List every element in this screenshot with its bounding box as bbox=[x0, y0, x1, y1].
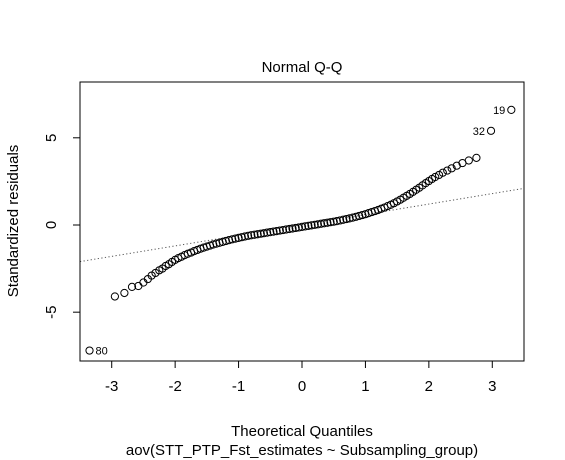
data-point bbox=[231, 234, 240, 243]
data-point bbox=[272, 226, 281, 236]
data-point bbox=[329, 217, 338, 226]
data-point bbox=[342, 214, 351, 224]
data-point bbox=[240, 232, 250, 241]
data-point bbox=[253, 230, 262, 239]
data-point bbox=[486, 126, 496, 135]
data-point bbox=[443, 166, 452, 175]
data-point bbox=[464, 156, 473, 165]
data-point bbox=[110, 292, 119, 301]
x-tick-label: 1 bbox=[361, 378, 369, 395]
data-point bbox=[438, 168, 447, 177]
data-point bbox=[282, 225, 291, 234]
y-axis: -5 0 5 bbox=[43, 134, 81, 319]
data-point bbox=[85, 346, 94, 355]
data-point bbox=[256, 229, 265, 238]
data-point bbox=[228, 235, 237, 244]
model-subtitle: aov(STT_PTP_Fst_estimates ~ Subsampling_… bbox=[126, 442, 478, 459]
data-point bbox=[269, 227, 278, 236]
x-tick-label: 0 bbox=[298, 378, 306, 395]
data-point bbox=[332, 217, 341, 226]
data-point bbox=[285, 224, 294, 234]
point-label: 32 bbox=[473, 126, 485, 138]
data-point bbox=[294, 223, 303, 232]
data-point bbox=[307, 221, 316, 230]
data-point bbox=[472, 153, 481, 162]
point-labels-group: 80 32 19 bbox=[96, 105, 506, 358]
x-axis-title: Theoretical Quantiles bbox=[231, 423, 373, 440]
data-point bbox=[326, 218, 335, 227]
data-point bbox=[339, 215, 348, 224]
data-point bbox=[297, 222, 307, 232]
data-point bbox=[221, 236, 230, 246]
data-point bbox=[266, 228, 275, 237]
data-point bbox=[288, 224, 297, 233]
data-point bbox=[234, 233, 243, 242]
data-point bbox=[507, 105, 516, 115]
data-point bbox=[310, 220, 319, 229]
data-point bbox=[345, 214, 354, 223]
data-point bbox=[237, 233, 246, 242]
reference-line-group bbox=[79, 187, 525, 263]
data-point bbox=[250, 230, 259, 239]
data-point bbox=[212, 239, 221, 248]
data-point bbox=[301, 222, 310, 231]
data-point bbox=[316, 219, 326, 228]
y-tick-label: -5 bbox=[43, 306, 60, 319]
data-point bbox=[247, 231, 256, 240]
x-tick-label: -3 bbox=[105, 378, 118, 395]
data-point bbox=[243, 231, 253, 240]
data-point bbox=[447, 164, 456, 173]
data-point bbox=[304, 221, 313, 230]
data-point bbox=[224, 236, 234, 245]
data-point bbox=[209, 240, 218, 249]
points-group bbox=[85, 105, 516, 355]
point-label: 19 bbox=[493, 105, 505, 117]
data-point bbox=[354, 211, 364, 221]
y-axis-title: Standardized residuals bbox=[5, 145, 22, 298]
data-point bbox=[120, 288, 129, 298]
plot-frame bbox=[79, 81, 525, 362]
x-axis: -3 -2 -1 0 1 2 3 bbox=[105, 360, 496, 395]
x-tick-label: -2 bbox=[168, 378, 181, 395]
data-point bbox=[313, 220, 322, 229]
data-point bbox=[278, 225, 288, 235]
y-tick-label: 5 bbox=[43, 134, 60, 142]
y-tick-label: 0 bbox=[43, 221, 60, 229]
data-point bbox=[335, 216, 345, 225]
data-point bbox=[323, 218, 332, 227]
x-tick-label: -1 bbox=[232, 378, 245, 395]
data-point bbox=[263, 228, 272, 237]
chart-title: Normal Q-Q bbox=[262, 59, 343, 76]
x-tick-label: 2 bbox=[425, 378, 433, 395]
data-point bbox=[275, 226, 284, 235]
point-label: 80 bbox=[96, 346, 108, 358]
data-point bbox=[259, 229, 269, 238]
data-point bbox=[291, 223, 300, 233]
x-tick-label: 3 bbox=[488, 378, 496, 395]
data-point bbox=[127, 282, 137, 291]
qq-reference-line bbox=[79, 187, 525, 263]
data-point bbox=[320, 219, 329, 228]
